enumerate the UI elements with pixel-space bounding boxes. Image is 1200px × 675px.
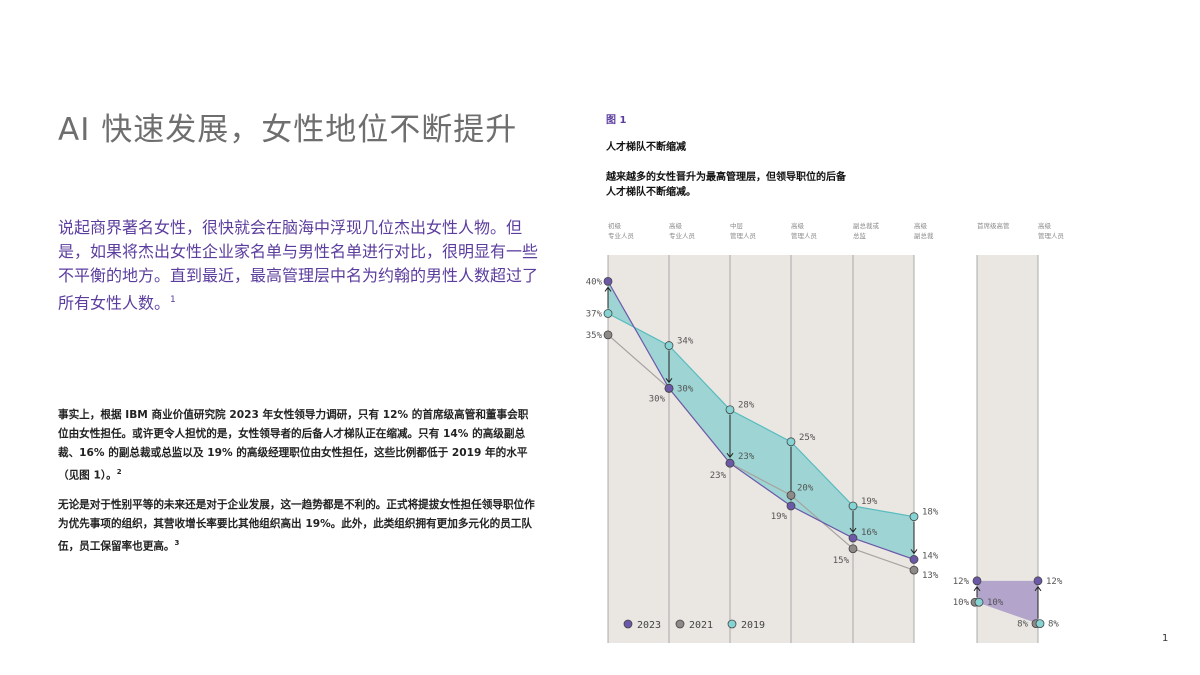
legend-marker — [727, 619, 737, 629]
data-point-2021 — [909, 565, 919, 575]
data-point-2019 — [1035, 619, 1045, 629]
talent-pipeline-chart: 初级专业人员高级专业人员中层管理人员高级管理人员副总裁或总监高级副总裁首席级高管… — [586, 221, 1065, 643]
data-label-2023: 14% — [922, 551, 939, 561]
change-arrow-head — [726, 452, 734, 459]
legend-label: 2019 — [741, 620, 765, 631]
change-arrow-head — [1034, 585, 1042, 592]
change-arrow-head — [665, 378, 673, 384]
data-point-2019 — [664, 341, 674, 350]
category-label: 管理人员 — [1038, 231, 1065, 240]
legend-label: 2023 — [637, 620, 661, 631]
data-label-2019: 10% — [953, 598, 970, 608]
data-point-2021 — [603, 330, 613, 340]
data-point-2019 — [909, 512, 919, 522]
data-point-2019 — [848, 501, 858, 511]
category-label: 专业人员 — [608, 231, 635, 240]
lead-text: 说起商界著名女性，很快就会在脑海中浮现几位杰出女性人物。但是，如果将杰出女性企业… — [58, 218, 539, 313]
data-label-2021: 23% — [710, 471, 727, 481]
data-point-2023 — [972, 576, 982, 586]
increase-band — [977, 580, 1038, 624]
data-point-2019 — [974, 597, 984, 607]
data-label-2023: 16% — [861, 528, 878, 538]
data-label-2021: 20% — [797, 483, 814, 493]
data-point-2021 — [786, 490, 796, 500]
data-label-2019: 28% — [738, 401, 755, 411]
data-label-2023: 23% — [738, 452, 755, 462]
data-label-2019: 8% — [1017, 620, 1028, 630]
chart-panel — [977, 255, 1038, 643]
data-label-2019-right: 10% — [987, 598, 1004, 608]
category-label: 副总裁 — [914, 231, 934, 240]
legend-marker — [675, 619, 685, 629]
category-label: 初级 — [608, 221, 622, 230]
category-label: 管理人员 — [791, 231, 818, 240]
data-label-2021: 30% — [649, 394, 666, 404]
data-point-2023 — [848, 533, 858, 543]
data-label-2019: 19% — [861, 497, 878, 507]
category-label: 总监 — [853, 231, 867, 240]
category-label: 副总裁或 — [853, 221, 880, 230]
data-point-2023 — [664, 383, 674, 393]
body-paragraph-1: 事实上，根据 IBM 商业价值研究院 2023 年女性领导力调研，只有 12% … — [58, 406, 538, 486]
data-label-2023: 30% — [677, 384, 694, 394]
change-arrow-head — [849, 527, 857, 533]
body-paragraph-2: 无论是对于性别平等的未来还是对于企业发展，这一趋势都是不利的。正式将提拔女性担任… — [58, 496, 538, 557]
data-label-2019-right: 8% — [1048, 620, 1059, 630]
change-arrow-head — [910, 549, 918, 555]
data-label-2019: 25% — [799, 433, 816, 443]
footnote-ref-3: 3 — [174, 539, 180, 547]
category-label: 高级 — [914, 221, 928, 230]
change-arrow-head — [973, 585, 981, 592]
series-line-2023 — [607, 281, 915, 561]
data-point-2019 — [786, 437, 796, 447]
data-point-2019 — [725, 405, 735, 415]
category-label: 高级 — [791, 221, 805, 230]
figure-label: 图 1 — [606, 115, 627, 126]
series-line-2019 — [607, 312, 915, 518]
data-label-2021: 13% — [922, 571, 939, 581]
data-point-2021 — [848, 544, 858, 554]
body-text-1: 事实上，根据 IBM 商业价值研究院 2023 年女性领导力调研，只有 12% … — [58, 409, 529, 482]
data-label-2019: 18% — [922, 508, 939, 518]
category-label: 高级 — [1038, 221, 1052, 230]
footnote-ref-2: 2 — [116, 468, 122, 476]
data-label-2021: 15% — [833, 556, 850, 566]
page-number: 1 — [1162, 633, 1169, 644]
legend-label: 2021 — [689, 620, 713, 631]
page-title: AI 快速发展，女性地位不断提升 — [58, 112, 518, 148]
data-label-2023: 40% — [586, 277, 603, 287]
category-label: 高级 — [669, 221, 683, 230]
category-label: 管理人员 — [730, 231, 757, 240]
data-point-2023 — [909, 555, 919, 564]
category-label: 专业人员 — [669, 231, 696, 240]
legend-marker — [623, 619, 633, 629]
data-label-2019: 34% — [677, 337, 694, 347]
category-label: 首席级高管 — [977, 221, 1010, 230]
data-point-2023 — [603, 276, 613, 286]
data-label-2023: 12% — [953, 577, 970, 587]
change-arrow-head — [604, 286, 612, 292]
figure-title: 人才梯队不断缩减 — [606, 142, 686, 153]
data-point-2023 — [725, 458, 735, 468]
data-label-2021: 35% — [586, 331, 603, 341]
data-point-2023 — [1033, 576, 1043, 586]
data-label-2023: 12% — [1046, 577, 1063, 587]
data-point-2023 — [786, 501, 796, 511]
footnote-ref-1: 1 — [170, 295, 176, 305]
category-label: 中层 — [730, 221, 744, 230]
series-line-2021 — [607, 334, 915, 571]
figure-subtitle: 越来越多的女性晋升为最高管理层，但领导职位的后备人才梯队不断缩减。 — [606, 172, 846, 198]
data-label-2023: 19% — [771, 512, 788, 522]
lead-paragraph: 说起商界著名女性，很快就会在脑海中浮现几位杰出女性人物。但是，如果将杰出女性企业… — [58, 216, 548, 315]
body-text-2: 无论是对于性别平等的未来还是对于企业发展，这一趋势都是不利的。正式将提拔女性担任… — [58, 499, 535, 553]
data-point-2019 — [603, 309, 613, 318]
data-label-2019: 37% — [586, 309, 603, 319]
